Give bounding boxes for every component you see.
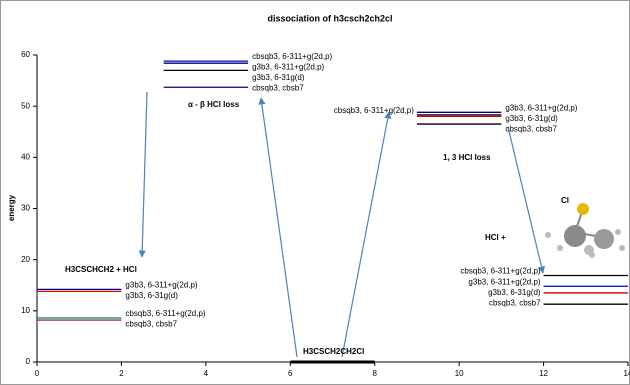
x-tick-label: 4 <box>204 369 209 378</box>
level-label: cbsqb3, 6-311+g(2d,p) <box>252 52 332 61</box>
level-label: g3b3, 6-31g(d) <box>505 114 558 123</box>
page: {"chart_data": {"type": "level", "title"… <box>0 0 630 385</box>
level-label: g3b3, 6-311+g(2d,p) <box>125 280 197 289</box>
y-tick-label: 20 <box>21 255 30 264</box>
level-label: cbsqb3, cbsb7 <box>505 124 557 133</box>
level-label: cbsqb3, 6-311+g(2d,p) <box>334 106 414 115</box>
annotation: H3CSCHCH2 + HCl <box>65 265 137 274</box>
annotation: Cl <box>561 196 569 205</box>
x-tick-label: 8 <box>372 369 377 378</box>
x-tick-label: 2 <box>119 369 124 378</box>
chart-title: dissociation of h3csch2ch2cl <box>267 13 392 23</box>
level-label: cbsqb3, 6-311+g(2d,p) <box>460 267 540 276</box>
y-tick-label: 30 <box>21 204 30 213</box>
x-tick-label: 12 <box>539 369 548 378</box>
x-tick-label: 14 <box>624 369 630 378</box>
x-tick-label: 0 <box>35 369 40 378</box>
annotation: H3CSCH2CH2Cl <box>303 347 364 356</box>
level-label: cbsqb3, cbsb7 <box>252 84 304 93</box>
annotation: α - β HCl loss <box>188 100 240 109</box>
level-label: g3b3, 6-311+g(2d,p) <box>252 63 324 72</box>
level-label: g3b3, 6-311+g(2d,p) <box>468 277 540 286</box>
x-tick-label: 6 <box>288 369 293 378</box>
level-label: g3b3, 6-31g(d) <box>125 291 178 300</box>
level-label: g3b3, 6-311+g(2d,p) <box>505 103 577 112</box>
level-label: cbsqb3, cbsb7 <box>489 298 541 307</box>
y-tick-label: 10 <box>21 306 30 315</box>
x-tick-label: 10 <box>455 369 464 378</box>
annotation: 1, 3 HCl loss <box>443 153 491 162</box>
y-tick-label: 0 <box>26 357 31 366</box>
chart: dissociation of h3csch2ch2cl energy 0 10 2… <box>0 0 630 385</box>
level-label: cbsqb3, cbsb7 <box>125 320 177 329</box>
y-tick-label: 40 <box>21 152 30 161</box>
y-axis-label: energy <box>7 194 16 221</box>
level-label: cbsqb3, 6-311+g(2d,p) <box>125 309 205 318</box>
level-label: g3b3, 6-31g(d) <box>252 73 305 82</box>
level-label: g3b3, 6-31g(d) <box>488 288 541 297</box>
annotation: HCl + <box>485 233 506 242</box>
y-tick-label: 50 <box>21 101 30 110</box>
y-tick-label: 60 <box>21 50 30 59</box>
